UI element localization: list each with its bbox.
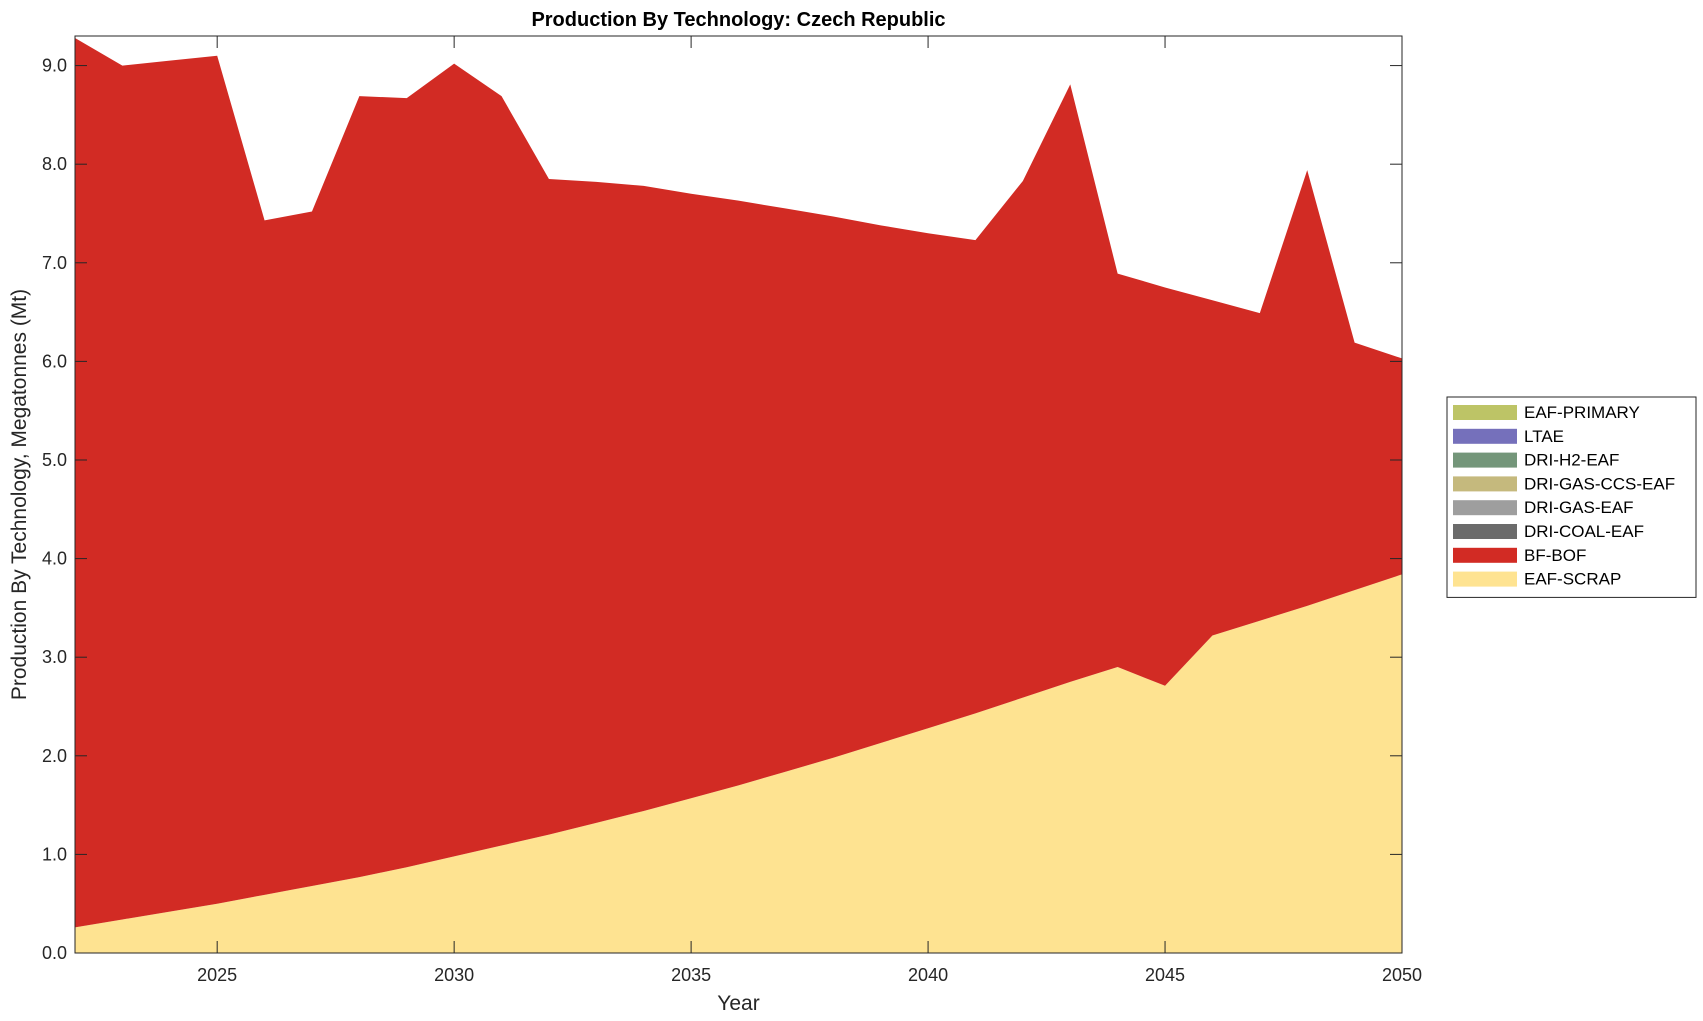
y-tick-label: 8.0 bbox=[42, 154, 67, 174]
x-tick-label: 2025 bbox=[197, 965, 237, 985]
y-axis-ticks: 0.0 1.0 2.0 3.0 4.0 5.0 6.0 7.0 8.0 9.0 bbox=[42, 56, 1402, 963]
x-tick-label: 2045 bbox=[1145, 965, 1185, 985]
legend-swatch-eaf-scrap bbox=[1453, 571, 1517, 587]
y-tick-label: 7.0 bbox=[42, 253, 67, 273]
legend-swatch-bf-bof bbox=[1453, 547, 1517, 563]
plot-area-frame bbox=[74, 35, 1403, 954]
area-bf-bof bbox=[75, 37, 1402, 928]
legend-label-dri-gas-ccs-eaf: DRI-GAS-CCS-EAF bbox=[1524, 474, 1675, 493]
y-tick-label: 4.0 bbox=[42, 549, 67, 569]
y-tick-label: 3.0 bbox=[42, 647, 67, 667]
area-series-group bbox=[75, 37, 1402, 953]
legend-swatch-dri-coal-eaf bbox=[1453, 524, 1517, 539]
legend-label-dri-h2-eaf: DRI-H2-EAF bbox=[1524, 451, 1619, 470]
y-tick-label: 5.0 bbox=[42, 450, 67, 470]
area-eaf-scrap bbox=[75, 574, 1402, 953]
legend-box bbox=[1446, 396, 1697, 598]
x-axis-ticks: 2025 2030 2035 2040 2045 2050 bbox=[197, 36, 1422, 985]
legend-label-dri-coal-eaf: DRI-COAL-EAF bbox=[1524, 522, 1644, 541]
legend-swatch-ltae bbox=[1453, 428, 1517, 444]
legend-swatch-dri-h2-eaf bbox=[1453, 452, 1517, 468]
y-tick-label: 2.0 bbox=[42, 746, 67, 766]
chart-title: Production By Technology: Czech Republic bbox=[531, 9, 945, 31]
legend-swatch-eaf-primary bbox=[1453, 405, 1517, 420]
x-tick-label: 2030 bbox=[434, 965, 474, 985]
legend-label-bf-bof: BF-BOF bbox=[1524, 546, 1586, 565]
x-tick-label: 2040 bbox=[908, 965, 948, 985]
y-tick-label: 1.0 bbox=[42, 844, 67, 864]
legend-label-ltae: LTAE bbox=[1524, 427, 1564, 446]
legend: EAF-PRIMARY LTAE DRI-H2-EAF DRI-GAS-CCS-EAF… bbox=[1446, 396, 1697, 598]
x-tick-label: 2050 bbox=[1382, 965, 1422, 985]
legend-swatch-dri-gas-eaf bbox=[1453, 500, 1517, 516]
legend-label-dri-gas-eaf: DRI-GAS-EAF bbox=[1524, 498, 1634, 517]
legend-label-eaf-primary: EAF-PRIMARY bbox=[1524, 403, 1640, 422]
x-tick-label: 2035 bbox=[671, 965, 711, 985]
y-tick-label: 6.0 bbox=[42, 351, 67, 371]
y-tick-label: 0.0 bbox=[42, 943, 67, 963]
y-axis-title: Production By Technology, Megatonnes (Mt… bbox=[8, 289, 31, 700]
y-tick-label: 9.0 bbox=[42, 56, 67, 76]
x-axis-title: Year bbox=[717, 992, 759, 1015]
legend-swatch-dri-gas-ccs-eaf bbox=[1453, 476, 1517, 492]
legend-label-eaf-scrap: EAF-SCRAP bbox=[1524, 570, 1621, 589]
